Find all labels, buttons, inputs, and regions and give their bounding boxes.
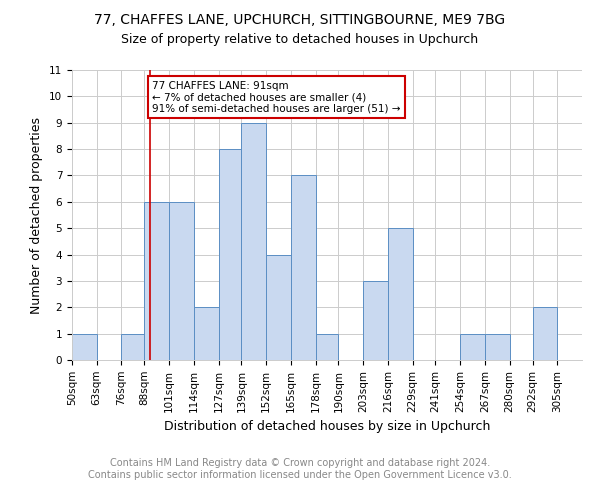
Bar xyxy=(241,122,266,360)
Bar xyxy=(72,334,97,360)
Bar xyxy=(388,228,413,360)
X-axis label: Distribution of detached houses by size in Upchurch: Distribution of detached houses by size … xyxy=(164,420,490,433)
Bar xyxy=(485,334,509,360)
Bar xyxy=(169,202,194,360)
Text: Contains HM Land Registry data © Crown copyright and database right 2024.
Contai: Contains HM Land Registry data © Crown c… xyxy=(88,458,512,480)
Text: 77 CHAFFES LANE: 91sqm
← 7% of detached houses are smaller (4)
91% of semi-detac: 77 CHAFFES LANE: 91sqm ← 7% of detached … xyxy=(152,80,400,114)
Bar xyxy=(121,334,145,360)
Bar xyxy=(145,202,169,360)
Bar xyxy=(460,334,485,360)
Bar xyxy=(533,308,557,360)
Y-axis label: Number of detached properties: Number of detached properties xyxy=(31,116,43,314)
Text: 77, CHAFFES LANE, UPCHURCH, SITTINGBOURNE, ME9 7BG: 77, CHAFFES LANE, UPCHURCH, SITTINGBOURN… xyxy=(94,12,506,26)
Bar xyxy=(266,254,291,360)
Bar xyxy=(194,308,218,360)
Bar xyxy=(316,334,338,360)
Bar xyxy=(218,149,241,360)
Bar xyxy=(363,281,388,360)
Bar xyxy=(291,176,316,360)
Text: Size of property relative to detached houses in Upchurch: Size of property relative to detached ho… xyxy=(121,32,479,46)
